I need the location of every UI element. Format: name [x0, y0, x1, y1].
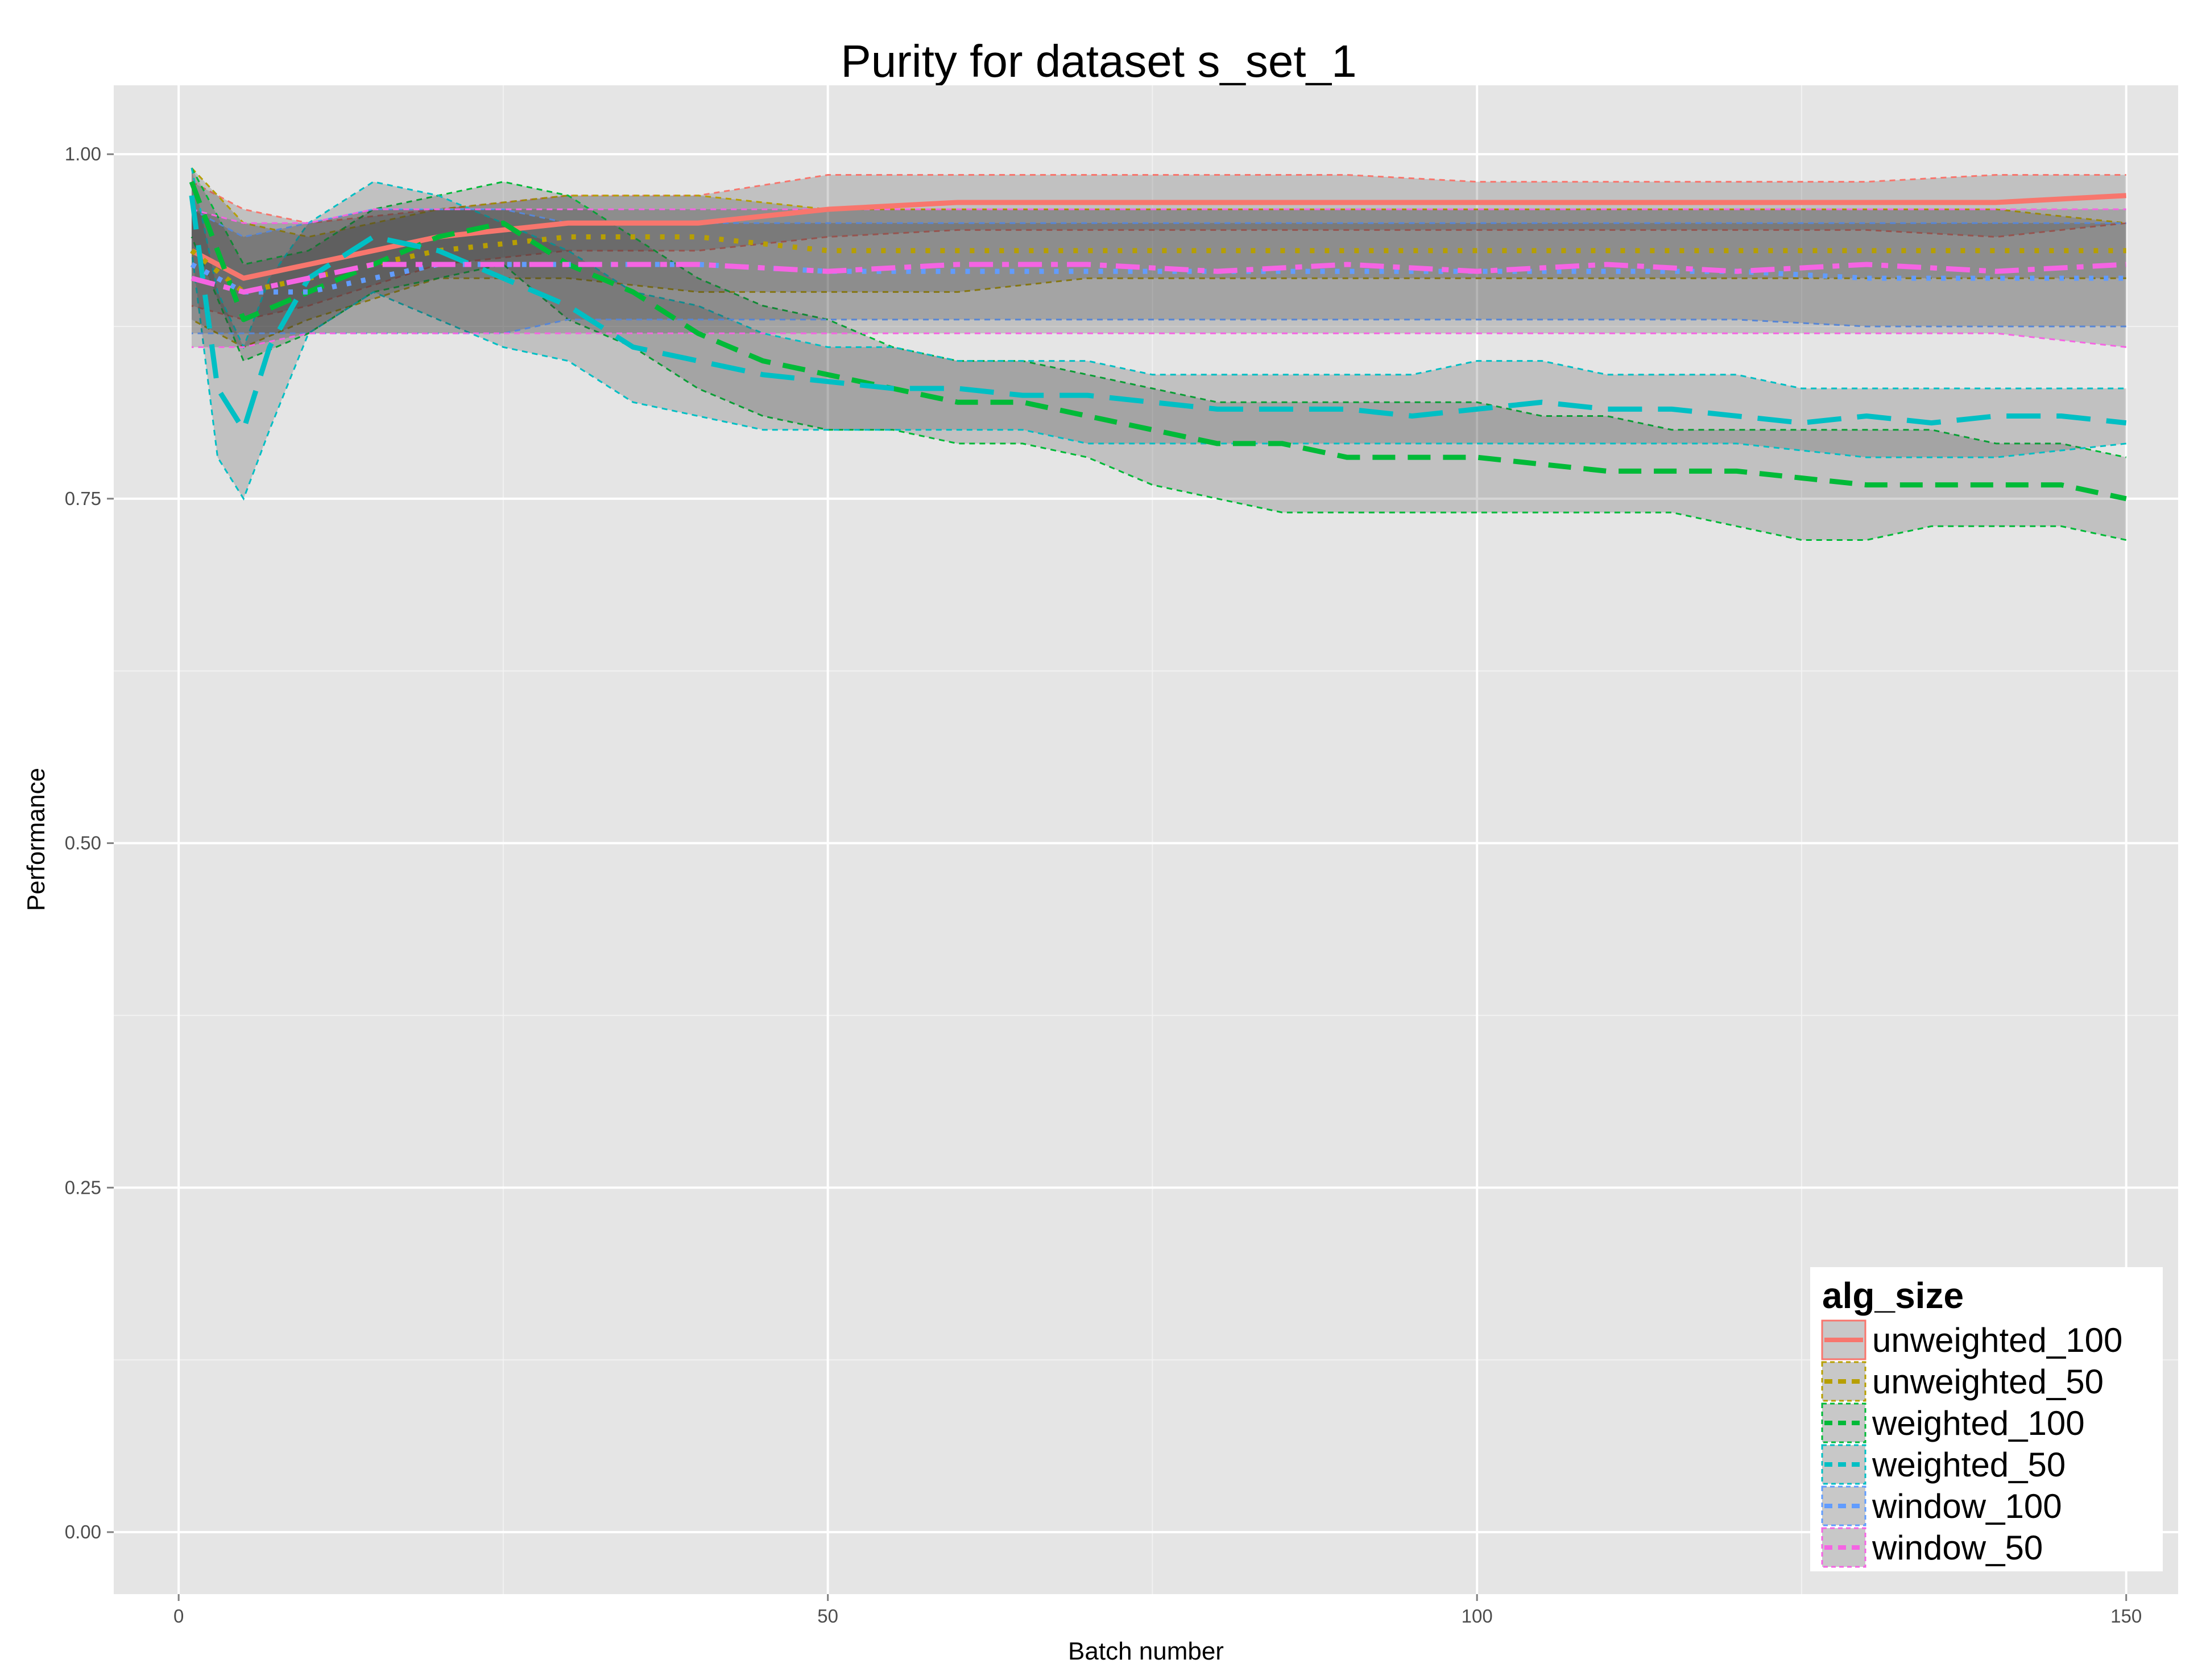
- legend-box: [1810, 1267, 2163, 1571]
- line-unweighted_100: [190, 193, 2126, 281]
- band-weighted_50: [191, 168, 2126, 499]
- x-axis-title: Batch number: [1068, 1637, 1224, 1665]
- legend-label: window_50: [1872, 1529, 2043, 1567]
- chart-title: Purity for dataset s_set_1: [841, 36, 1356, 86]
- line-weighted_100: [189, 181, 2127, 502]
- x-tick-label: 0: [173, 1605, 184, 1627]
- legend-items: unweighted_100 unweighted_50weighted_100w…: [1821, 1319, 2122, 1568]
- legend: alg_size unweighted_100unweighted_50weig…: [1810, 1267, 2163, 1571]
- band-unweighted_100: [191, 175, 2126, 320]
- x-axis: 0 50 100 150: [173, 1594, 2142, 1627]
- band-window_50: [191, 209, 2126, 347]
- x-tick-label: 150: [2110, 1605, 2142, 1627]
- y-tick-label: 1.00: [65, 143, 101, 164]
- legend-label: unweighted_100: [1872, 1321, 2122, 1359]
- y-tick-label: 0.75: [65, 488, 101, 509]
- line-window_100: [190, 262, 2126, 295]
- legend-label: unweighted_50: [1872, 1363, 2104, 1401]
- band-lower-window_50: [191, 332, 2126, 348]
- y-tick-label: 0.00: [65, 1521, 101, 1542]
- legend-label: weighted_50: [1872, 1446, 2066, 1484]
- series-lines: [189, 181, 2127, 502]
- band-lower-unweighted_50: [191, 277, 2126, 348]
- band-upper-weighted_100: [191, 167, 2126, 458]
- y-axis: 0.00 0.25 0.50 0.75 1.00: [65, 143, 114, 1542]
- band-unweighted_50: [191, 168, 2126, 347]
- x-tick-label: 100: [1462, 1605, 1493, 1627]
- line-window_50: [191, 262, 2126, 295]
- band-weighted_100: [191, 168, 2126, 540]
- y-tick-label: 0.50: [65, 833, 101, 854]
- legend-title: alg_size: [1822, 1275, 1964, 1316]
- y-axis-title: Performance: [22, 768, 50, 911]
- major-grid: [114, 85, 2178, 1594]
- line-weighted_50: [189, 195, 2127, 433]
- band-upper-window_50: [191, 208, 2126, 224]
- legend-label: window_100: [1872, 1487, 2062, 1525]
- y-tick-label: 0.25: [65, 1177, 101, 1198]
- minor-grid: [114, 85, 2178, 1594]
- band-upper-unweighted_100: [191, 173, 2126, 224]
- x-tick-label: 50: [817, 1605, 838, 1627]
- legend-label: weighted_100: [1872, 1404, 2085, 1442]
